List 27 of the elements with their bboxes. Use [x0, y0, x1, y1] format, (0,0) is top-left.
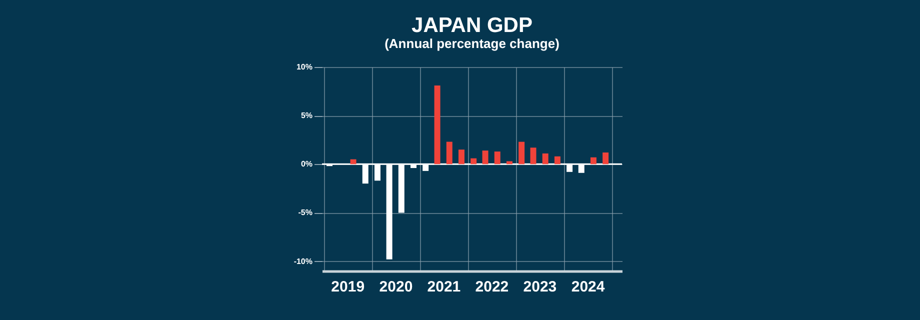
y-tick-label: -10%	[294, 256, 312, 266]
bar	[446, 142, 452, 164]
x-tick-label: 2024	[571, 278, 606, 296]
bar	[518, 142, 525, 164]
bar	[554, 156, 560, 164]
x-tick-label: 2019	[331, 278, 365, 296]
bar	[506, 161, 512, 164]
x-tick-label: 2020	[379, 278, 413, 296]
bar	[470, 158, 477, 164]
x-tick-label: 2023	[523, 278, 557, 296]
bar	[434, 85, 440, 164]
y-tick-label: 0%	[300, 160, 312, 169]
y-tick-label: 10%	[296, 62, 312, 72]
bar	[482, 150, 488, 164]
y-tick-label: -5%	[298, 208, 312, 218]
chart-subtitle: (Annual percentage change)	[384, 36, 560, 51]
x-tick-label: 2022	[475, 278, 509, 296]
bar	[350, 159, 356, 164]
y-tick-label: 5%	[300, 111, 312, 120]
bar	[494, 152, 500, 164]
bar	[542, 153, 548, 164]
chart-title: JAPAN GDP	[412, 14, 532, 37]
x-tick-label: 2021	[427, 278, 461, 296]
bar	[602, 152, 609, 164]
bar	[530, 148, 536, 164]
bar	[458, 150, 464, 164]
bar	[590, 157, 596, 164]
